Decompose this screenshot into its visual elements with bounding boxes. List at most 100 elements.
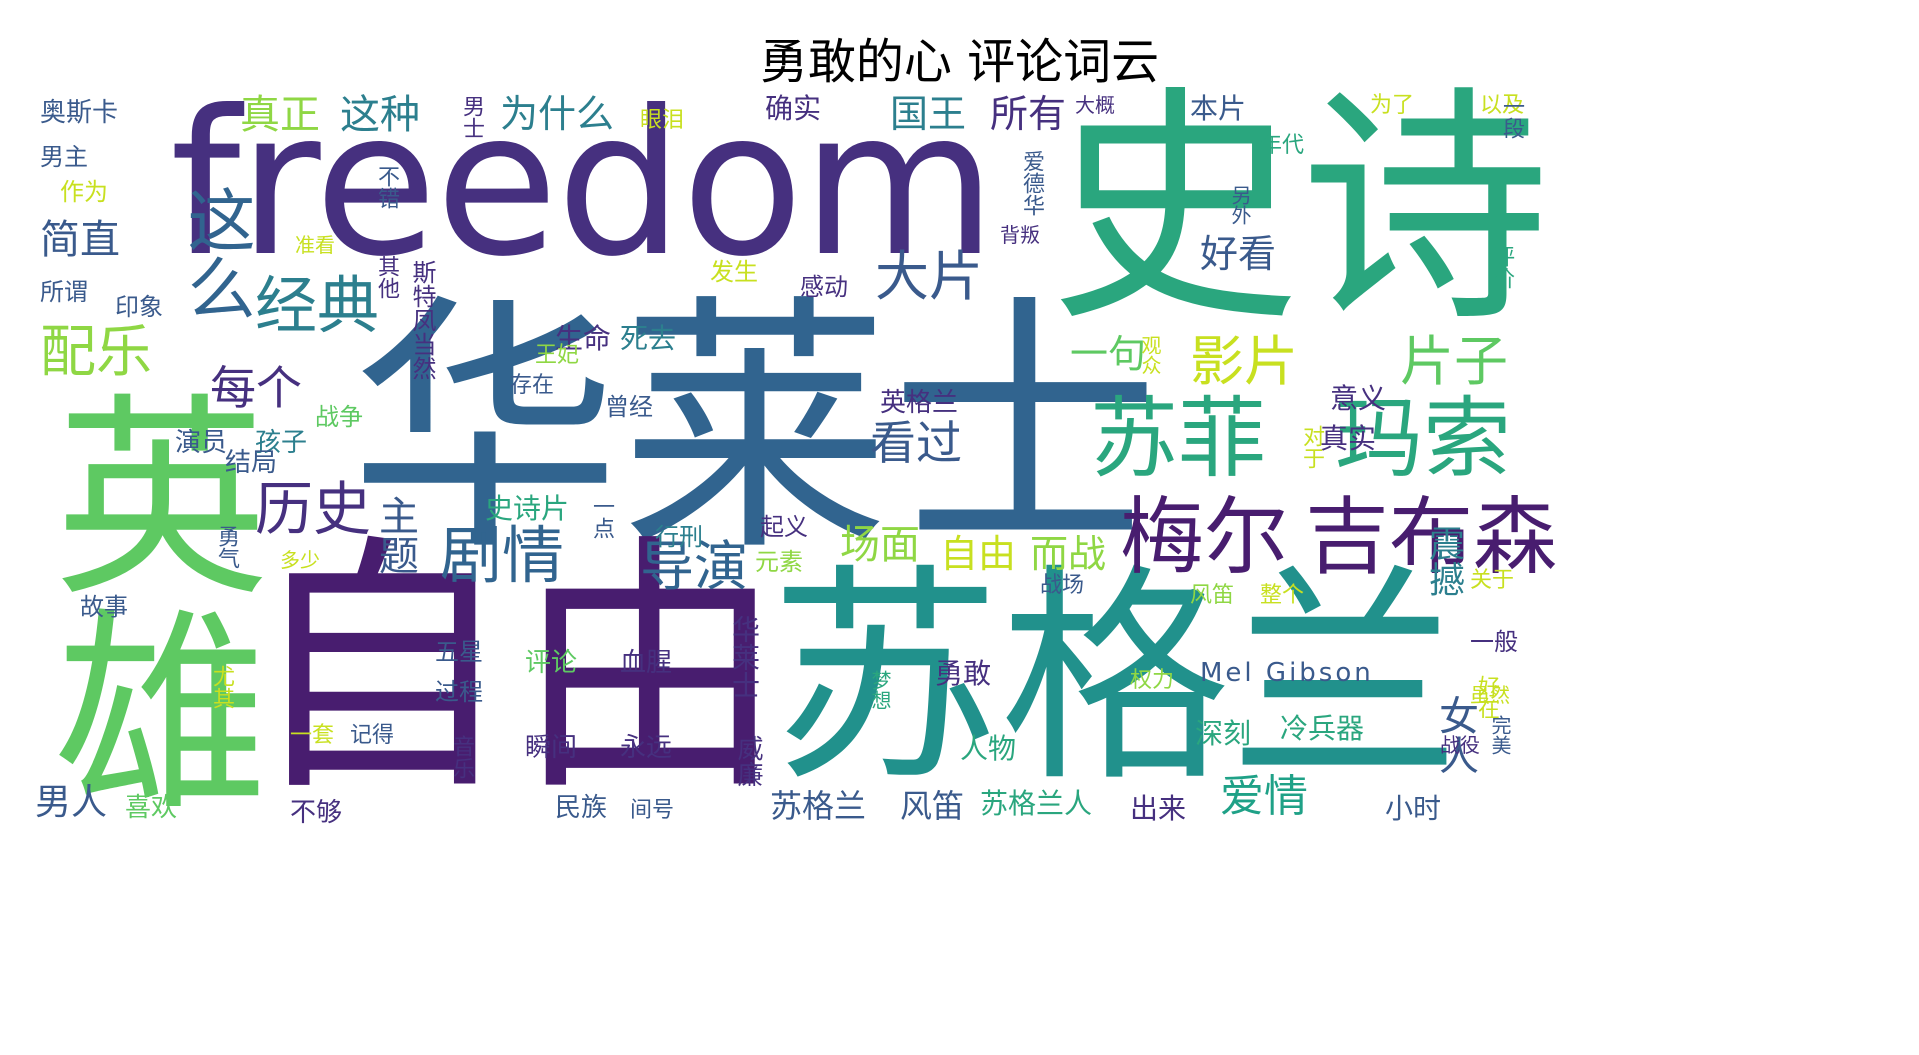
cloud-word: 吉布森 (1305, 488, 1558, 586)
cloud-word: 真实 (1320, 422, 1377, 455)
cloud-word: 所谓 (40, 278, 88, 306)
cloud-word: 史诗 (1050, 64, 1550, 355)
cloud-word: 瞬间 (525, 733, 578, 763)
cloud-word: 史诗片 (485, 492, 570, 525)
cloud-word: 观众 (1138, 335, 1162, 375)
cloud-word: 准看 (295, 233, 335, 257)
cloud-word: 场面 (840, 522, 920, 568)
cloud-word: freedom (170, 68, 996, 301)
cloud-word: 玛索 (1335, 387, 1512, 490)
cloud-word: 不错 (374, 165, 399, 209)
cloud-word: 导演 (640, 535, 748, 598)
cloud-word: 每个 (210, 361, 302, 415)
cloud-word: 片子 (1400, 330, 1508, 393)
cloud-word: 战役 (1440, 733, 1480, 757)
cloud-word: Mel Gibson (1200, 658, 1374, 688)
cloud-word: 男士 (459, 95, 484, 139)
cloud-word: 完美 (1488, 715, 1512, 755)
cloud-word: 永远 (620, 733, 673, 763)
cloud-word: 发生 (710, 258, 758, 286)
word-cloud: freedom 史诗 华莱士 自由 苏格兰 英雄 苏菲 玛索 梅尔 吉布森 这么… (17, 85, 1889, 1025)
cloud-word: 一句 (1070, 332, 1147, 376)
cloud-word: 深刻 (1195, 717, 1252, 750)
cloud-word: 梅尔 (1120, 488, 1289, 586)
cloud-word: 爱情 (1220, 771, 1308, 822)
cloud-word: 影片 (1190, 330, 1298, 393)
cloud-word: 整个 (1260, 583, 1305, 608)
cloud-word: 威廉 (733, 735, 763, 787)
cloud-word: 风笛 (1190, 583, 1235, 608)
cloud-word: 虽然 (1470, 683, 1510, 707)
cloud-word: 华莱士 (728, 615, 761, 699)
cloud-word: 关于 (1470, 568, 1515, 593)
cloud-word: 经典 (255, 269, 380, 342)
cloud-word: 间号 (630, 798, 675, 823)
cloud-word: 感动 (800, 273, 848, 301)
cloud-word: 背叛 (1000, 223, 1040, 247)
cloud-word: 苏格兰 (770, 546, 1461, 813)
cloud-word: 男主 (40, 143, 88, 171)
cloud-word: 其他 (374, 255, 399, 299)
cloud-word: 斯特凤当然 (408, 260, 436, 380)
cloud-word: 大概 (1075, 93, 1115, 117)
cloud-word: 一段 (1499, 95, 1524, 139)
cloud-word: 大片 (875, 245, 983, 308)
cloud-word: 结局 (225, 448, 278, 478)
cloud-word: 生命 (555, 322, 612, 355)
cloud-word: 死去 (620, 322, 677, 355)
cloud-word: 勇敢 (935, 657, 992, 690)
cloud-word: 一点 (589, 495, 614, 539)
cloud-word: 年代 (1260, 133, 1305, 158)
cloud-word: 苏格兰 (770, 787, 867, 825)
cloud-word: 权力 (1130, 668, 1175, 693)
cloud-word: 苏菲 (1090, 387, 1267, 490)
cloud-word: 简直 (40, 217, 120, 263)
cloud-word: 故事 (80, 593, 128, 621)
cloud-word: 作为 (60, 178, 108, 206)
cloud-word: 梦想 (868, 670, 892, 710)
cloud-word: 勇气 (214, 525, 239, 569)
cloud-word: 英雄 (17, 385, 268, 815)
cloud-word: 英格兰 (880, 388, 959, 418)
cloud-word: 主题 (372, 495, 418, 575)
cloud-word: 这么 (175, 185, 254, 321)
cloud-word: 所有 (990, 92, 1067, 136)
cloud-word: 行刑 (655, 523, 703, 551)
page-title: 勇敢的心 评论词云 (759, 34, 1160, 90)
cloud-word: 国王 (890, 92, 967, 136)
cloud-word: 一般 (1470, 628, 1518, 656)
cloud-word: 男人 (35, 782, 108, 823)
cloud-word: 王妃 (535, 343, 580, 368)
cloud-word: 血腥 (620, 648, 673, 678)
cloud-word: 元素 (755, 548, 803, 576)
cloud-word: 评价 (1489, 245, 1514, 289)
cloud-word: 五星 (435, 638, 483, 666)
cloud-word: 确实 (765, 92, 822, 125)
cloud-word: 自由 (245, 512, 785, 827)
cloud-word: 演员 (175, 428, 228, 458)
cloud-word: 另外 (1228, 185, 1252, 225)
cloud-word: 人物 (960, 732, 1017, 765)
cloud-word: 为什么 (500, 92, 615, 136)
cloud-word: 自由 (940, 532, 1017, 576)
cloud-word: 女人 (1432, 695, 1478, 775)
cloud-word: 震撼 (1423, 525, 1464, 597)
cloud-word: 民族 (555, 793, 608, 823)
cloud-word: 小时 (1385, 792, 1442, 825)
cloud-word: 存在 (510, 373, 555, 398)
cloud-word: 印象 (115, 293, 163, 321)
cloud-word: 孩子 (255, 428, 308, 458)
cloud-word: 看过 (870, 416, 962, 470)
cloud-word: 不够 (290, 798, 343, 828)
cloud-word: 起义 (760, 513, 808, 541)
cloud-word: 一套 (290, 723, 335, 748)
cloud-word: 战场 (1040, 573, 1085, 598)
cloud-word: 剧情 (440, 519, 565, 592)
cloud-word: 真正 (240, 92, 320, 138)
cloud-word: 华莱士 (350, 272, 1160, 587)
cloud-word: 历史 (255, 475, 372, 543)
cloud-word: 本片 (1190, 92, 1247, 125)
cloud-word: 眼泪 (640, 108, 685, 133)
cloud-word: 对于 (1299, 425, 1324, 469)
cloud-word: 喜欢 (125, 793, 178, 823)
